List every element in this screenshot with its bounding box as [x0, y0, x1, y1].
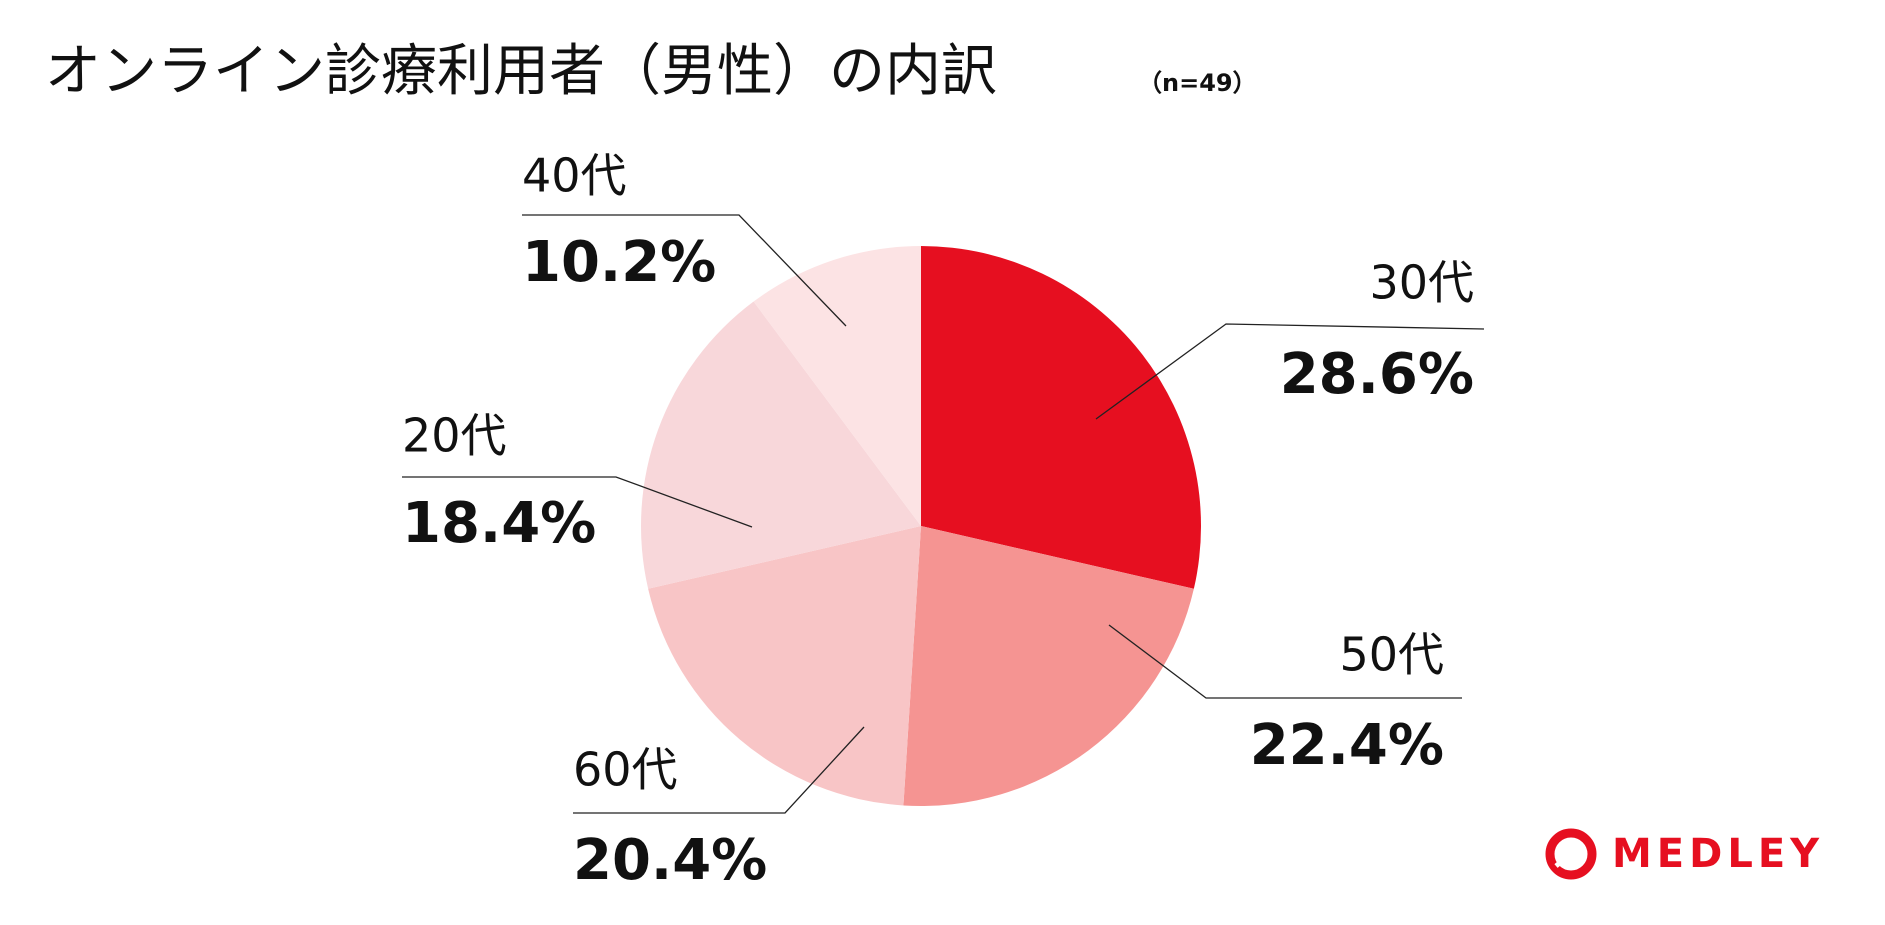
leader-line	[522, 214, 847, 327]
pie-slice	[903, 526, 1194, 806]
pie-slice	[753, 246, 921, 526]
pie-slice	[648, 526, 921, 806]
value-label: 28.6%	[1280, 342, 1474, 407]
value-label: 10.2%	[522, 230, 716, 295]
category-label: 60代	[573, 743, 678, 797]
category-label: 50代	[1339, 628, 1444, 682]
value-label: 20.4%	[573, 828, 767, 893]
value-label: 18.4%	[402, 491, 596, 556]
category-label: 30代	[1369, 256, 1474, 310]
pie-slice	[640, 301, 921, 589]
leader-line	[573, 726, 865, 814]
logo: MEDLEY	[1545, 828, 1824, 880]
leader-line	[402, 476, 753, 528]
logo-mark	[1545, 828, 1597, 880]
brand-name: MEDLEY	[1612, 831, 1824, 877]
category-label: 40代	[522, 149, 627, 203]
leader-line	[1095, 323, 1485, 420]
chart-subtitle: （n=49）	[1138, 69, 1257, 97]
value-label: 22.4%	[1250, 713, 1444, 778]
leader-line	[1108, 624, 1462, 699]
category-label: 20代	[402, 409, 507, 463]
pie-slice	[921, 246, 1201, 589]
logo-mark-cut	[1554, 844, 1582, 868]
chart-title: オンライン診療利用者（男性）の内訳	[45, 39, 997, 104]
